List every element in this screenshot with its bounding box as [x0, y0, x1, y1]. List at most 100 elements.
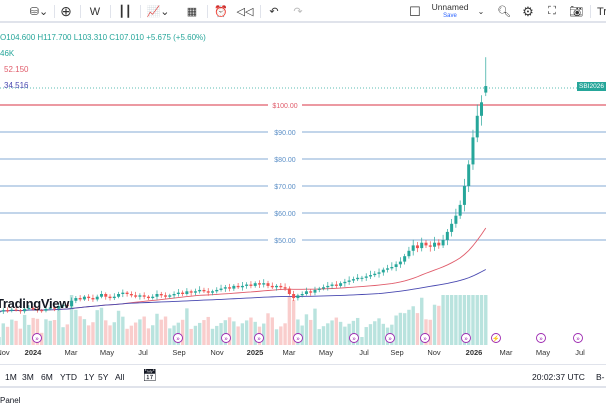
replay-icon[interactable]: ◁◁ [236, 6, 254, 18]
event-icon-glyph: » [388, 337, 392, 343]
volume-bar [351, 320, 356, 345]
x-tick-label: Nov [427, 348, 441, 357]
interval-button[interactable]: W [89, 5, 101, 18]
volume-bar [99, 307, 104, 345]
time-axis[interactable]: Nov 2024 Mar May Jul Sep Nov 2025 Mar May Jul Sep No… [0, 345, 606, 361]
candle [445, 231, 449, 240]
calendar-icon[interactable]: 📅︎ [142, 368, 158, 382]
volume-bar [441, 295, 445, 345]
symbol-icon[interactable]: ⛁⌄ [29, 6, 49, 18]
candle [270, 285, 274, 288]
event-icon [221, 333, 231, 343]
volume-bar [125, 328, 129, 345]
candle [450, 223, 454, 232]
candle [44, 308, 48, 311]
volume-bar [244, 320, 249, 345]
volume-bar [14, 320, 18, 345]
candle [48, 307, 52, 309]
ma1-value: 52.150 [4, 65, 29, 74]
volume-bar [52, 320, 57, 345]
candle [347, 280, 351, 282]
redo-icon[interactable]: ↷ [293, 6, 303, 18]
chevron-down-icon[interactable]: ⌄ [477, 7, 485, 16]
add-symbol-icon[interactable]: ⊕ [60, 3, 72, 19]
price-chart[interactable]: $100.00 $90.00 $80.00 $70.00 $60.00 $50.00 » » »… [0, 23, 606, 345]
templates-icon[interactable]: ▦ [186, 6, 198, 18]
x-tick-label: 2025 [246, 348, 264, 357]
x-tick-label: Sep [390, 348, 404, 357]
event-icon-glyph: » [224, 337, 228, 343]
candle [95, 296, 99, 300]
volume-bar [381, 323, 385, 345]
search-icon[interactable]: 🔍︎ [497, 6, 511, 18]
volume-bar [0, 337, 1, 345]
clock[interactable]: 20:02:37 UTC [532, 372, 585, 382]
undo-icon[interactable]: ↶ [269, 6, 279, 18]
candle [146, 296, 150, 299]
range-button-6m[interactable]: 6M [41, 372, 53, 382]
candle [245, 284, 249, 286]
indicators-icon[interactable]: 📈⌄ [146, 6, 170, 18]
event-icon-glyph: » [35, 337, 39, 343]
candle [215, 289, 219, 292]
candle [189, 291, 193, 293]
candle [471, 137, 475, 165]
layout-icon[interactable]: ☐ [409, 3, 421, 19]
range-button-3m[interactable]: 3M [22, 372, 34, 382]
trade-button[interactable]: Tr [597, 5, 606, 18]
settings-icon[interactable]: ⚙︎ [522, 3, 534, 19]
volume-bar [402, 313, 407, 345]
level-label-bg [268, 182, 302, 190]
x-tick-label: Nov [0, 348, 10, 357]
volume-bar [22, 314, 27, 345]
candle [31, 308, 35, 310]
candle [65, 304, 69, 307]
fullscreen-icon[interactable]: ⛶ [548, 5, 556, 17]
range-button-ytd[interactable]: YTD [60, 372, 77, 382]
volume-bar [159, 319, 163, 345]
range-button-5y[interactable]: 5Y [98, 372, 109, 382]
volume-bar [202, 320, 206, 345]
volume-bar [193, 325, 198, 345]
volume-bar [326, 323, 330, 345]
layout-name-button[interactable]: Unnamed Save [428, 2, 472, 20]
volume-bar [424, 319, 428, 345]
candle [279, 285, 283, 288]
volume-bar [121, 316, 125, 345]
panel-label[interactable]: Panel [0, 396, 21, 405]
candle [467, 164, 471, 186]
ma2-value: 34.516 [4, 81, 29, 90]
volume-bar [287, 296, 292, 345]
range-button-1m[interactable]: 1M [5, 372, 17, 382]
candle [437, 242, 441, 246]
candle [78, 298, 82, 300]
volume-bar [48, 320, 52, 345]
candle [287, 288, 291, 294]
candle [27, 308, 31, 310]
event-icon [349, 333, 359, 343]
event-icon-glyph: » [539, 337, 543, 343]
event-icon [32, 333, 42, 343]
level-label-bg [268, 128, 302, 136]
alert-icon[interactable]: ⏰ [214, 6, 228, 18]
camera-icon[interactable]: 📷︎ [569, 6, 583, 18]
candle [313, 289, 317, 293]
candle [18, 310, 22, 312]
level-label-bg [268, 236, 302, 244]
volume-bar [467, 295, 471, 345]
range-button-1y[interactable]: 1Y [84, 372, 95, 382]
range-button-all[interactable]: All [115, 372, 125, 382]
candle [356, 277, 360, 280]
candle [155, 294, 159, 297]
adjust-button[interactable]: B- [596, 372, 605, 382]
volume-bar [215, 325, 219, 345]
candle [159, 294, 163, 296]
candle [441, 240, 445, 246]
volume-bar [304, 314, 309, 345]
volume-bar [168, 328, 172, 345]
candles-icon[interactable]: ┃┃ [118, 6, 132, 18]
volume-bar [253, 321, 257, 345]
candle [373, 273, 377, 276]
volume-bar [355, 317, 360, 345]
volume-bar [394, 315, 398, 345]
